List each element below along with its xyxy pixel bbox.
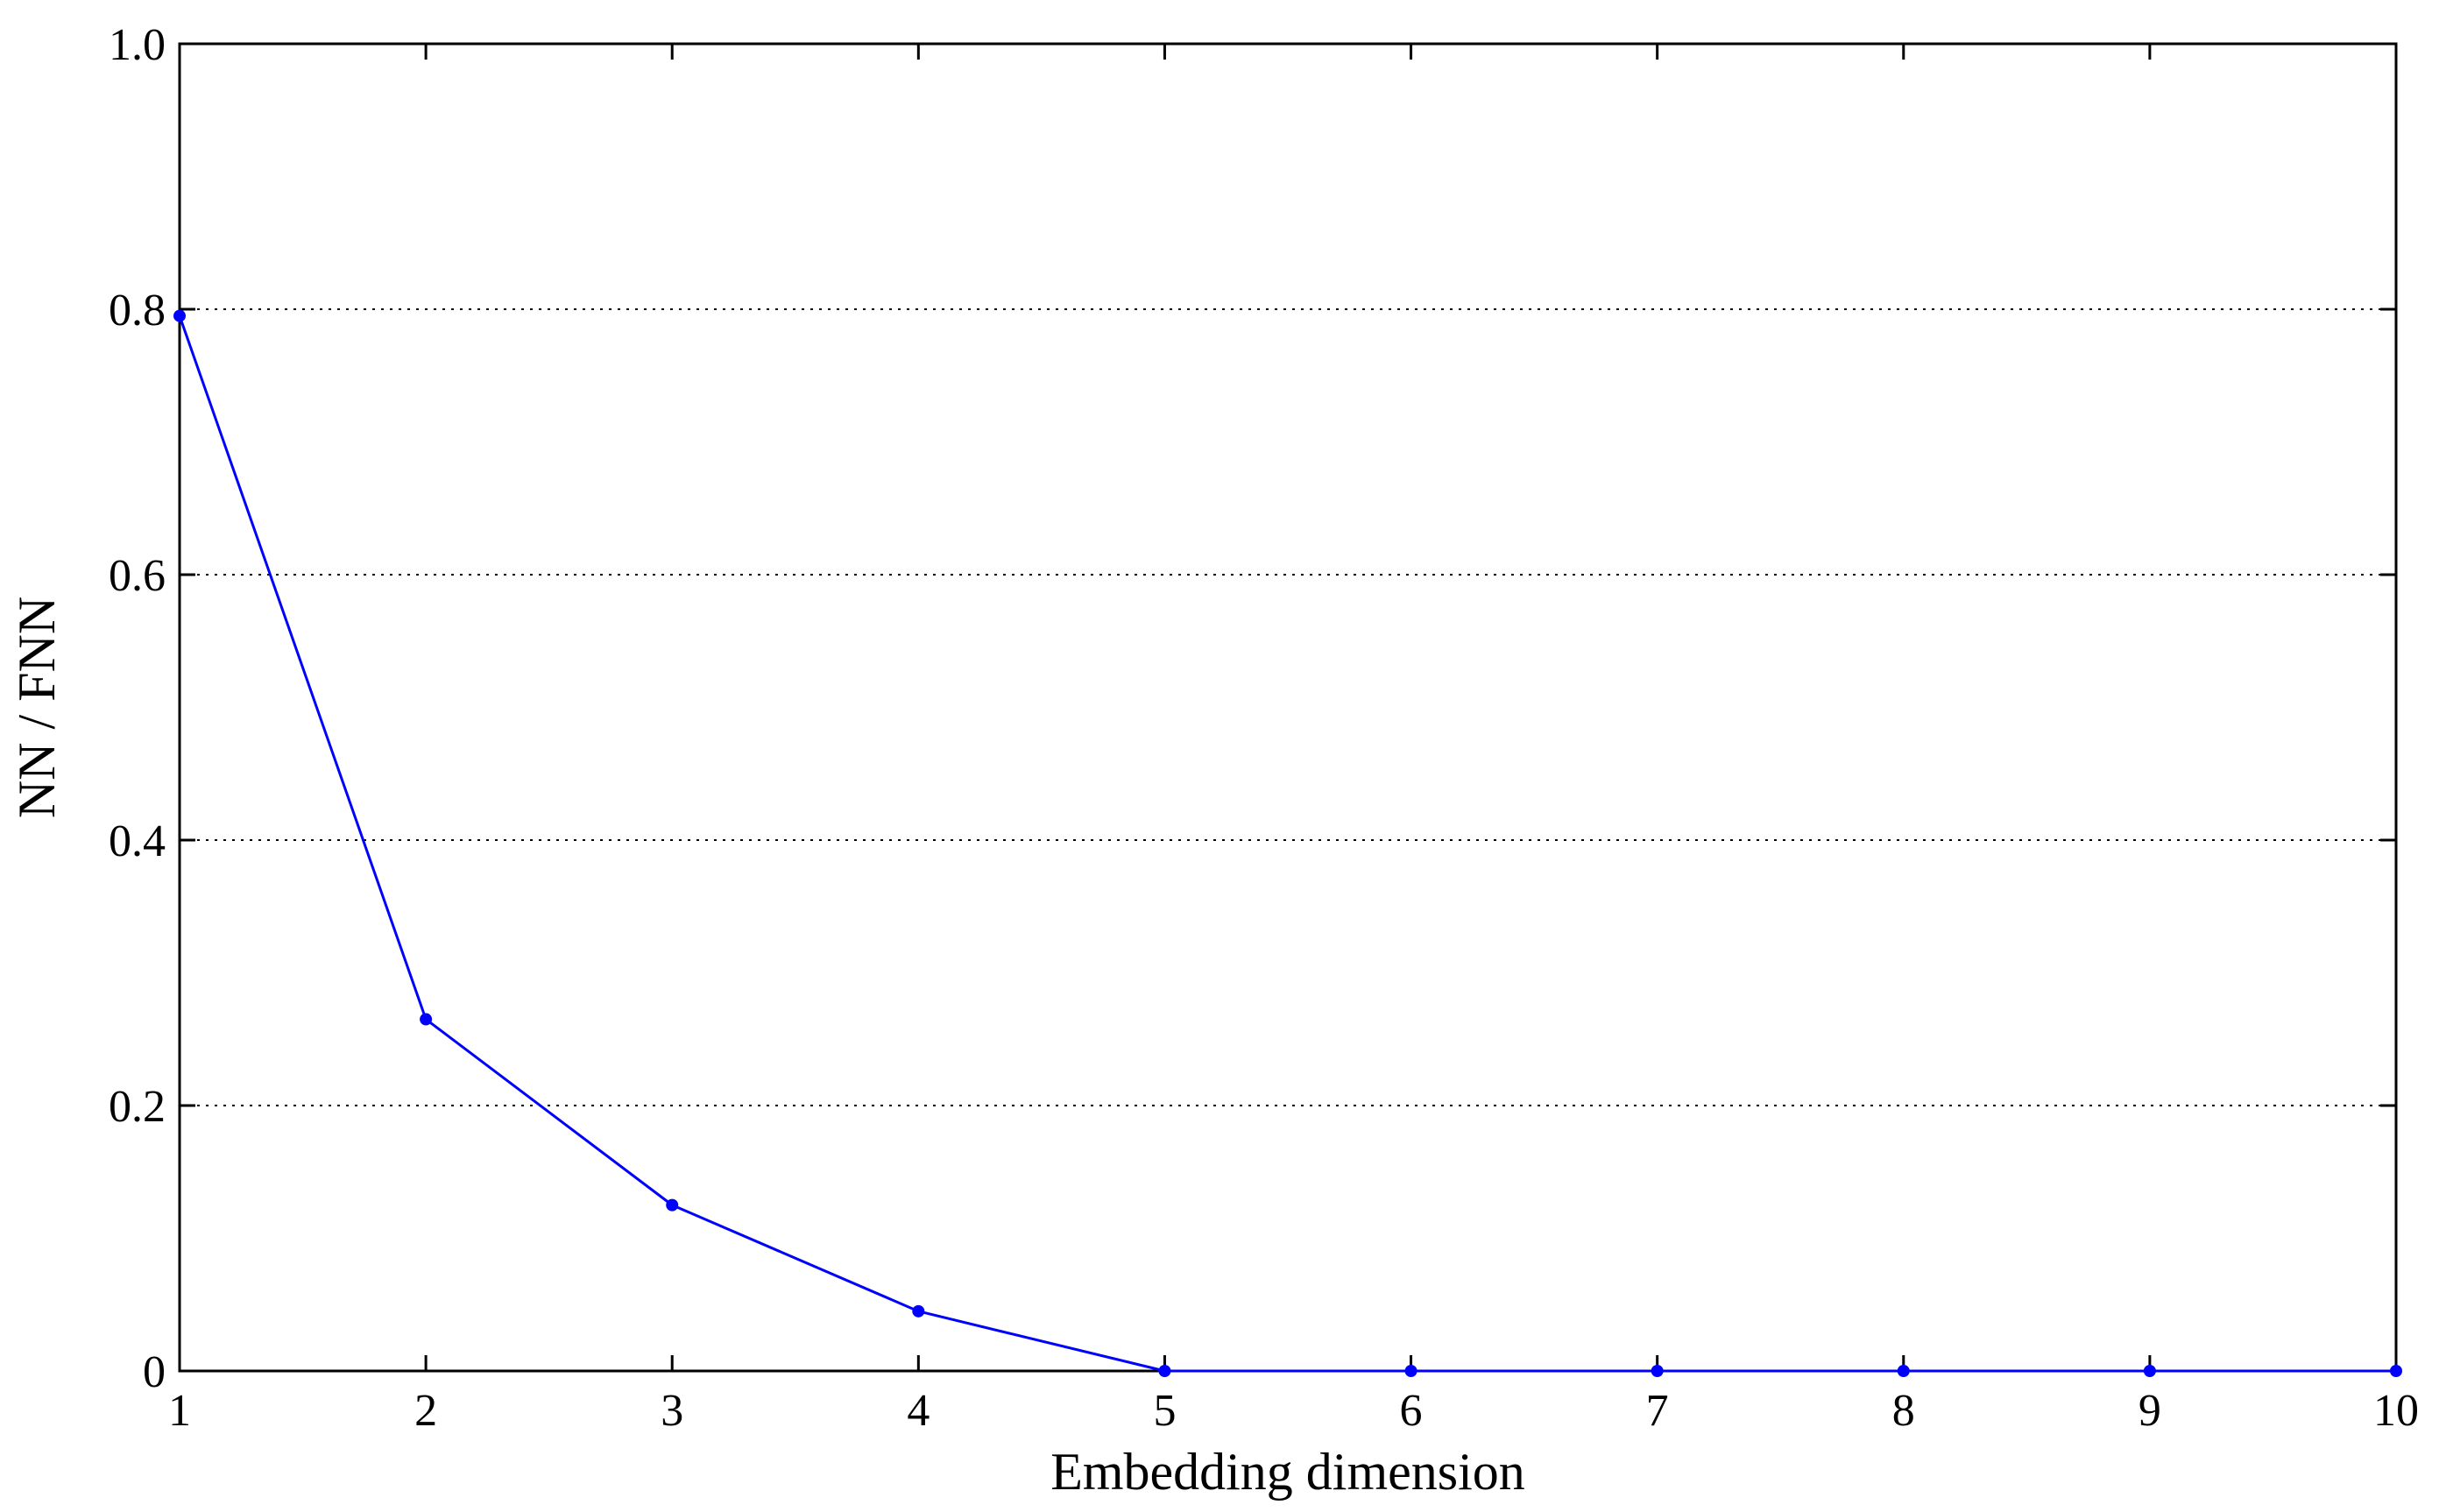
data-point — [2390, 1365, 2402, 1377]
data-point — [912, 1304, 925, 1318]
data-point — [1651, 1365, 1664, 1377]
data-point — [420, 1013, 433, 1026]
y-tick-label: 1.0 — [109, 20, 166, 70]
x-axis-tick-labels: 1 2 3 4 5 6 7 8 9 10 — [168, 1386, 2419, 1436]
y-tick-label: 0.2 — [109, 1082, 166, 1132]
y-axis-title: NN / FNN — [8, 597, 66, 818]
data-point — [1404, 1365, 1417, 1377]
x-tick-label: 4 — [907, 1386, 930, 1436]
y-tick-label: 0 — [143, 1347, 166, 1397]
data-series — [173, 309, 2402, 1377]
data-point — [666, 1198, 679, 1212]
y-tick-label: 0.6 — [109, 551, 166, 601]
x-tick-label: 2 — [414, 1386, 437, 1436]
x-tick-label: 7 — [1646, 1386, 1669, 1436]
data-point — [2143, 1365, 2156, 1377]
x-tick-label: 3 — [661, 1386, 683, 1436]
x-tick-label: 9 — [2139, 1386, 2161, 1436]
y-tick-label: 0.4 — [109, 816, 166, 866]
x-axis-title: Embedding dimension — [1050, 1443, 1525, 1501]
data-point — [173, 309, 186, 322]
x-tick-label: 1 — [168, 1386, 191, 1436]
x-tick-label: 10 — [2373, 1386, 2419, 1436]
x-tick-label: 6 — [1400, 1386, 1423, 1436]
data-point — [1158, 1365, 1171, 1377]
y-axis-tick-labels: 0 0.2 0.4 0.6 0.8 1.0 — [109, 20, 166, 1397]
x-tick-label: 5 — [1153, 1386, 1176, 1436]
y-tick-label: 0.8 — [109, 286, 166, 336]
data-point — [1897, 1365, 1910, 1377]
series-line — [178, 315, 2396, 1373]
x-tick-label: 8 — [1892, 1386, 1915, 1436]
grid-lines — [180, 308, 2396, 1106]
